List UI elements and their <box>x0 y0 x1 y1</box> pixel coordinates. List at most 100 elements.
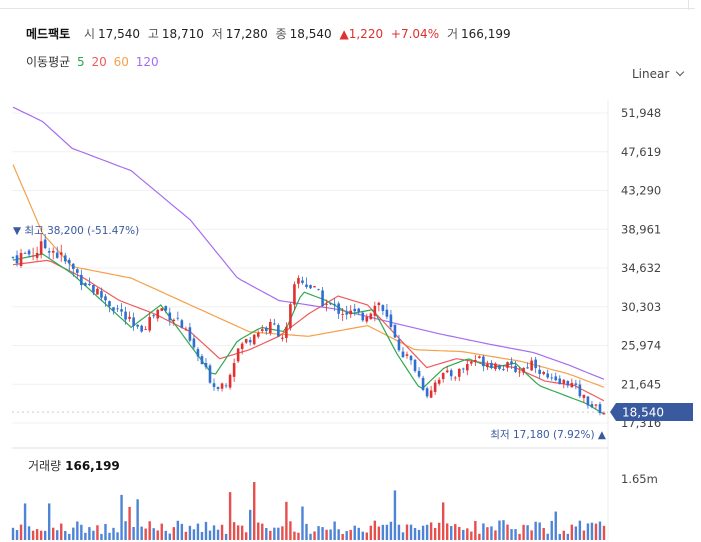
volume-bar <box>176 520 180 540</box>
volume-bar <box>357 527 360 540</box>
candle-body <box>192 338 196 348</box>
volume-bar <box>317 526 320 540</box>
volume-bar <box>96 525 99 540</box>
candle <box>180 318 184 329</box>
volume-bar <box>220 524 224 540</box>
candle-body <box>67 259 71 264</box>
volume-bar <box>293 531 296 540</box>
volume-bar <box>446 523 449 540</box>
volume-bar <box>393 490 397 540</box>
candle-body <box>273 323 276 325</box>
volume-bar <box>562 530 565 540</box>
candle <box>80 269 83 291</box>
volume-bar <box>550 520 553 540</box>
volume-bar <box>224 533 228 540</box>
candle <box>558 375 562 385</box>
candle-body <box>248 340 252 343</box>
volume-bar <box>19 524 23 540</box>
candle <box>108 300 111 313</box>
candle <box>361 311 365 322</box>
candle-body <box>602 413 606 415</box>
candle <box>514 361 517 374</box>
price-summary: 메드팩토 시 17,540 고 18,710 저 17,280 종 18,540 ▲1,… <box>26 25 511 42</box>
volume-bar <box>337 529 340 540</box>
candle <box>256 330 260 339</box>
volume-value: 166,199 <box>460 27 511 41</box>
candle-body <box>228 374 232 388</box>
candle <box>490 360 493 370</box>
candle-body <box>570 382 574 388</box>
candle <box>502 365 505 371</box>
volume-bar <box>502 520 505 540</box>
volume-bar <box>148 521 151 540</box>
candle <box>522 367 525 376</box>
candle <box>35 246 39 261</box>
candle <box>59 244 63 262</box>
candle-body <box>409 355 413 361</box>
high-label: 고 <box>147 27 159 41</box>
candle-body <box>47 251 51 253</box>
candle-body <box>542 372 545 375</box>
volume-bar <box>88 527 91 540</box>
candle <box>11 256 15 260</box>
candle <box>321 287 324 307</box>
candle-body <box>574 383 578 385</box>
candle <box>526 362 529 369</box>
candle <box>461 367 465 374</box>
volume-bar <box>64 530 67 540</box>
volume-bar <box>35 529 39 540</box>
candle <box>132 312 135 331</box>
candle-body <box>244 338 248 343</box>
candle <box>19 248 23 268</box>
candle <box>498 364 501 371</box>
candle-body <box>578 384 582 397</box>
candle <box>200 353 204 365</box>
candle-body <box>474 360 477 362</box>
volume-bar <box>112 527 115 540</box>
candle-body <box>461 368 465 370</box>
candle <box>590 400 594 409</box>
volume-bar <box>578 520 582 540</box>
candle <box>586 395 590 409</box>
candle <box>413 359 417 373</box>
volume-bar <box>68 533 71 540</box>
volume-bar <box>212 525 216 540</box>
volume-bar <box>192 529 196 540</box>
stock-name: 메드팩토 <box>26 27 71 41</box>
volume-bar <box>309 533 312 540</box>
volume-bar <box>554 511 557 540</box>
candle <box>385 303 389 320</box>
volume-bar <box>136 499 139 540</box>
candle-body <box>538 369 541 374</box>
candle <box>317 288 320 291</box>
candle <box>453 376 457 381</box>
candle-body <box>329 303 332 305</box>
candle <box>441 372 445 383</box>
candle-body <box>558 378 562 385</box>
candle-body <box>397 339 401 351</box>
candle-body <box>393 324 397 338</box>
scale-dropdown[interactable]: Linear <box>632 67 685 81</box>
volume-bar <box>433 527 437 540</box>
candle <box>240 341 244 355</box>
volume-bar <box>534 521 537 540</box>
candle <box>341 308 344 321</box>
volume-bar <box>60 523 63 540</box>
candle <box>449 368 453 381</box>
candle <box>546 369 550 380</box>
volume-bar <box>52 527 55 540</box>
volume-bar <box>100 533 103 540</box>
volume-bar <box>265 527 268 540</box>
volume-bar <box>132 526 135 540</box>
candle <box>425 386 429 399</box>
volume-bar <box>522 524 525 540</box>
candle-body <box>100 291 103 298</box>
volume-bar <box>200 532 204 540</box>
volume-bar <box>285 501 288 540</box>
candle <box>373 301 377 322</box>
open-label: 시 <box>84 27 96 41</box>
candle-body <box>373 305 377 316</box>
candle-body <box>530 360 533 371</box>
candle-body <box>437 379 441 384</box>
